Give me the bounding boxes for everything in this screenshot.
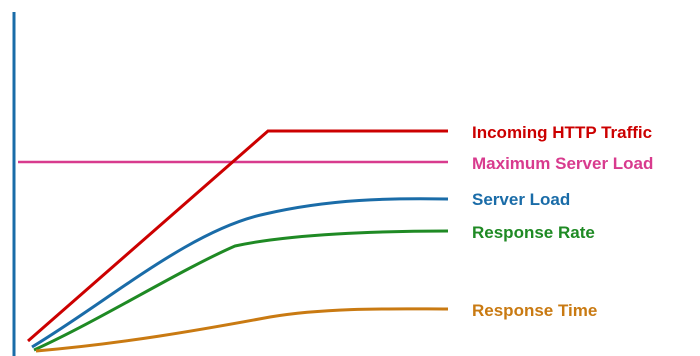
incoming-http-traffic-label: Incoming HTTP Traffic — [472, 123, 652, 142]
response-rate-line — [33, 229, 449, 352]
server-load-line — [31, 197, 449, 349]
response-rate-label: Response Rate — [472, 223, 595, 242]
response-time-line — [35, 307, 449, 353]
response-time-label: Response Time — [472, 301, 597, 320]
server-load-label: Server Load — [472, 190, 570, 209]
incoming-http-traffic-line — [27, 129, 448, 343]
maximum-server-load-label: Maximum Server Load — [472, 154, 653, 173]
